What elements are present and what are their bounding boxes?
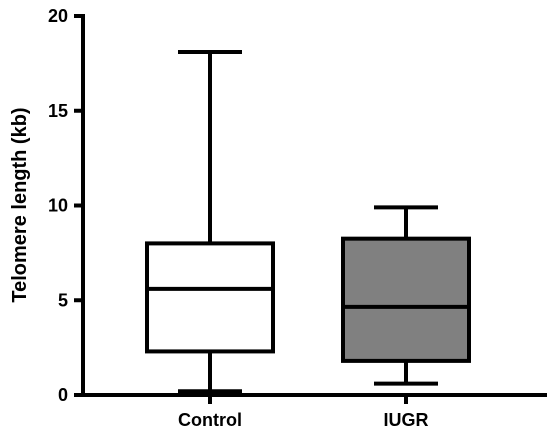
x-tick-label: IUGR: [384, 410, 429, 430]
y-tick-label: 0: [58, 385, 68, 405]
iqr-box: [341, 236, 471, 363]
axes: 0 5 10 15 20 Control IUGR: [48, 6, 547, 430]
box-group-control: [145, 50, 275, 394]
y-axis-title: Telomere length (kb): [9, 107, 31, 302]
box-series: [145, 50, 471, 394]
iqr-box: [145, 241, 275, 354]
box-group-iugr: [341, 205, 471, 386]
y-tick-label: 15: [48, 101, 68, 121]
y-tick-label: 10: [48, 196, 68, 216]
y-tick-label: 20: [48, 6, 68, 26]
y-tick-label: 5: [58, 290, 68, 310]
x-tick-label: Control: [178, 410, 242, 430]
